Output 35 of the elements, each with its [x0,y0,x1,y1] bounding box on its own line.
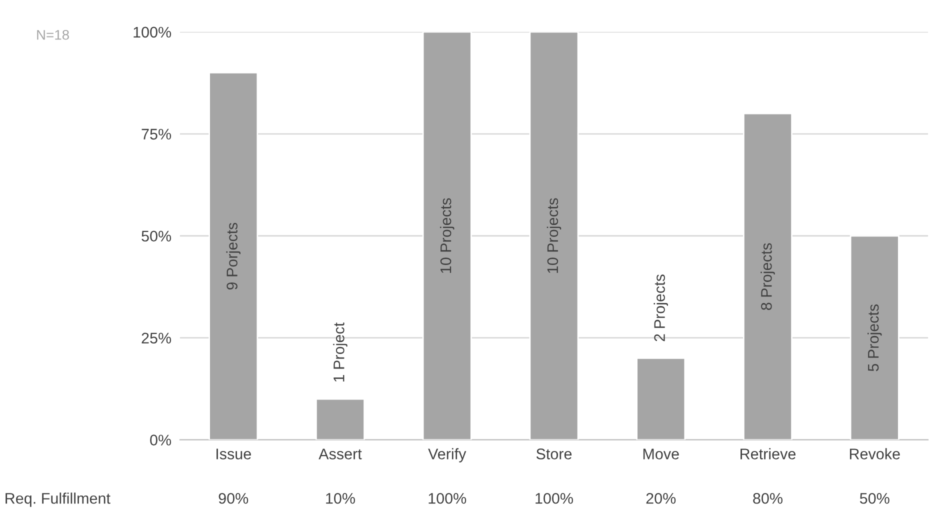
bar [529,32,579,440]
x-tick-label: Issue [216,448,251,460]
data-label: 10% [326,492,355,504]
x-tick-label: Move [643,448,679,460]
bar [636,358,686,440]
y-tick-label: 50% [142,230,172,242]
x-tick-label: Revoke [850,448,900,460]
annotation: 10 Projects [546,198,562,273]
annotation: 9 Porjects [226,222,240,290]
x-tick-label: Assert [318,448,362,460]
data-label: 100% [428,492,466,504]
data-label: 90% [218,492,248,504]
bar [743,112,792,440]
bar [208,72,258,440]
y-tick-label: 75% [142,128,172,140]
text: Req. Fulfillment [6,492,110,507]
x-tick-label: Store [536,448,572,460]
y-tick-label: 100% [134,26,172,38]
text: N=18 [37,30,69,40]
data-label: 50% [860,492,890,504]
annotation: 5 Projects [868,304,882,372]
x-tick-label: Retrieve [740,448,796,460]
data-label: 80% [753,492,782,504]
annotation: 1 Project [333,322,348,382]
bar [850,235,900,440]
bar [316,398,365,440]
annotation: 8 Projects [760,243,775,310]
x-tick-label: Verify [428,448,466,462]
annotation: 10 Projects [440,198,454,273]
y-tick-label: 0% [150,434,172,446]
data-label: 20% [646,492,676,504]
bar [422,32,472,440]
data-label: 100% [536,492,573,504]
y-tick-label: 25% [142,332,172,344]
annotation: 2 Projects [654,274,668,342]
